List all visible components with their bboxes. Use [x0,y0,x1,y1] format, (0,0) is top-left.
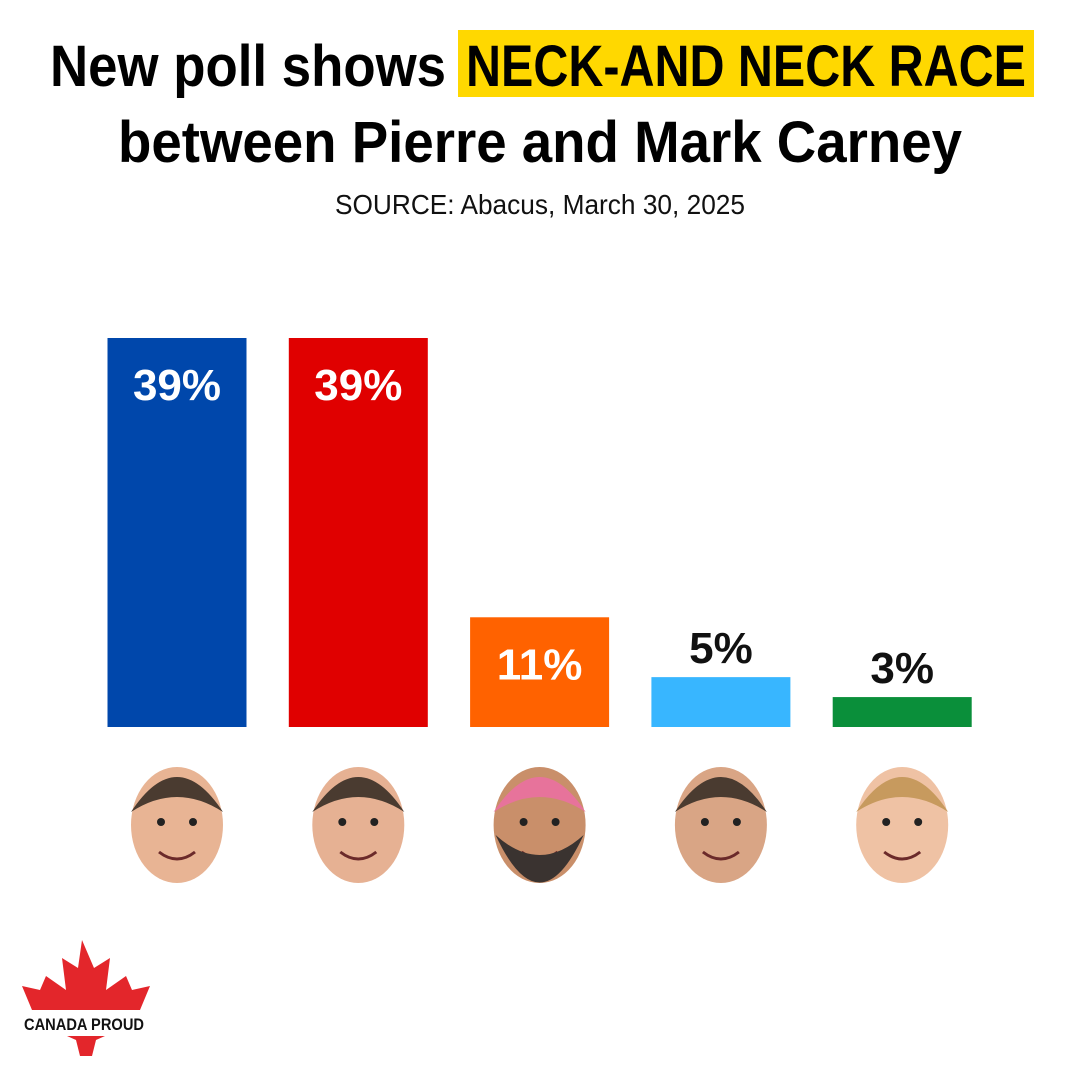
chart-title: New poll shows [50,34,446,99]
value-label: 39% [133,361,221,410]
chart-title: between Pierre and Mark Carney [118,110,962,175]
eye [157,818,165,826]
eye [189,818,197,826]
value-label: 39% [314,361,402,410]
eye [700,818,709,826]
eye [914,818,923,826]
bar [470,617,610,727]
mouth [158,850,196,861]
bar [651,677,791,727]
bar [288,338,428,727]
logo-banner [14,1010,154,1036]
candidate-photo [493,767,586,883]
value-label: 3% [870,644,934,693]
bar [107,338,247,727]
hair [131,777,223,812]
chart-subtitle: SOURCE: Abacus, March 30, 2025 [335,189,745,220]
chart-title-highlight: NECK-AND NECK RACE [466,34,1026,99]
eye [338,818,347,826]
hair [312,777,405,812]
eye [882,818,891,826]
logo: CANADA PROUD [14,940,154,1056]
logo-text: CANADA PROUD [24,1015,144,1034]
maple-leaf [22,940,150,1056]
eye [732,818,741,826]
value-label: 5% [689,624,753,673]
value-label: 11% [497,640,583,689]
eye [551,818,560,826]
hair [856,777,949,812]
candidate-photo [312,767,405,883]
mouth [701,850,740,861]
title-highlight [458,30,1034,97]
eye [519,818,528,826]
candidate-photo [131,767,223,883]
mouth [883,850,922,861]
beard [495,835,584,883]
eye [370,818,379,826]
candidate-photo [856,767,949,883]
hair [493,777,586,812]
candidate-photo [674,767,767,883]
bar [832,697,972,727]
mouth [339,850,378,861]
hair [674,777,767,812]
